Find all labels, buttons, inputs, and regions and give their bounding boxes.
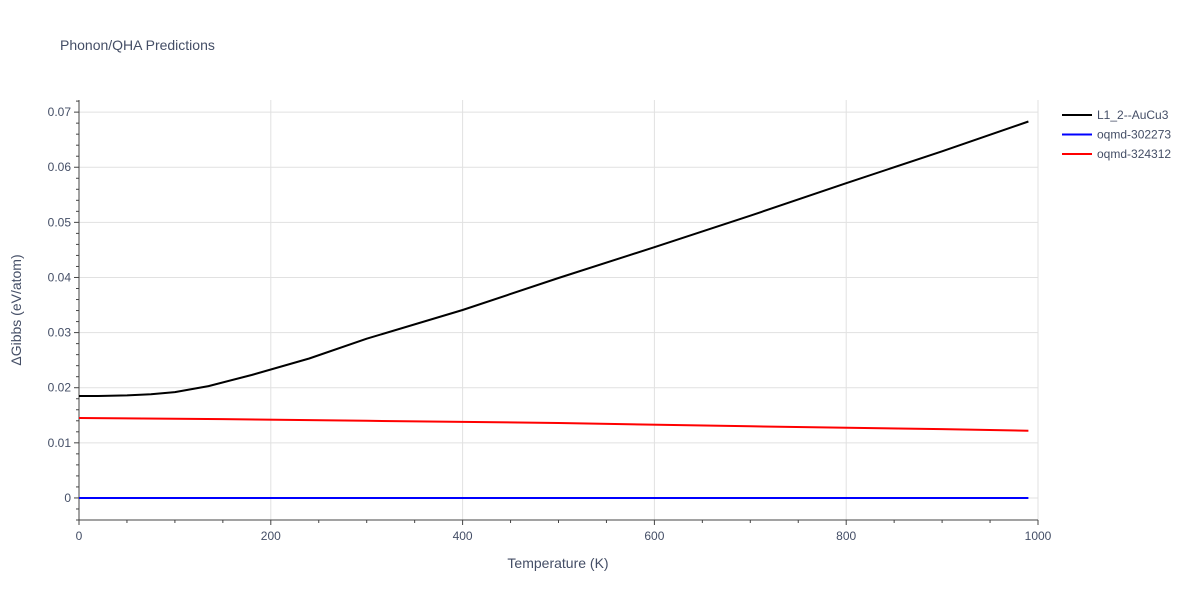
series-line xyxy=(78,417,1029,432)
y-tick-label: 0.03 xyxy=(48,326,72,340)
y-tick-label: 0.06 xyxy=(48,160,72,174)
series-layer xyxy=(78,120,1029,499)
x-tick-label: 600 xyxy=(644,529,664,543)
axes-layer: 0 200 400 600 800 1000 0 0.01 0.02 0.03 0.04 0.05 0.… xyxy=(48,100,1052,543)
legend-label: oqmd-302273 xyxy=(1097,128,1171,142)
legend-label: L1_2--AuCu3 xyxy=(1097,108,1169,122)
legend-item[interactable]: L1_2--AuCu3 xyxy=(1062,108,1169,122)
legend-label: oqmd-324312 xyxy=(1097,147,1171,161)
y-tick-label: 0.07 xyxy=(48,105,72,119)
y-tick-label: 0 xyxy=(64,491,71,505)
y-tick-label: 0.01 xyxy=(48,436,72,450)
x-tick-label: 0 xyxy=(76,529,83,543)
y-tick-label: 0.02 xyxy=(48,381,72,395)
y-tick-label: 0.05 xyxy=(48,215,72,229)
grid-layer xyxy=(79,100,1039,520)
legend-item[interactable]: oqmd-302273 xyxy=(1062,128,1171,142)
x-tick-label: 800 xyxy=(836,529,856,543)
legend-item[interactable]: oqmd-324312 xyxy=(1062,147,1171,161)
legend[interactable]: L1_2--AuCu3 oqmd-302273 oqmd-324312 xyxy=(1062,108,1171,161)
x-tick-label: 400 xyxy=(453,529,473,543)
y-tick-label: 0.04 xyxy=(48,270,72,284)
x-tick-label: 200 xyxy=(261,529,281,543)
x-tick-label: 1000 xyxy=(1025,529,1052,543)
x-axis-title: Temperature (K) xyxy=(507,555,608,571)
chart-title: Phonon/QHA Predictions xyxy=(60,37,215,53)
y-axis-title: ΔGibbs (eV/atom) xyxy=(8,254,24,365)
series-line xyxy=(79,120,1029,397)
